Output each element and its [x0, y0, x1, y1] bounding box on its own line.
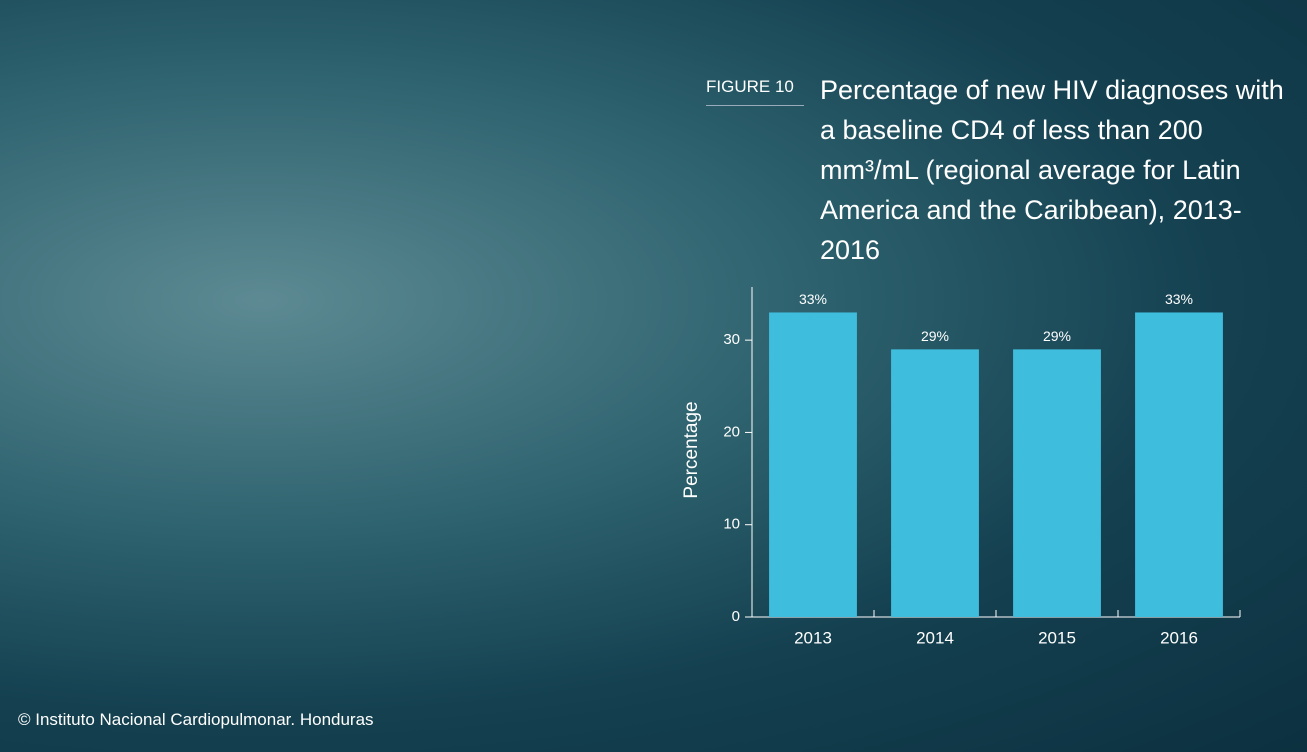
y-tick-label: 0 — [732, 608, 740, 625]
figure-label: FIGURE 10 — [706, 77, 804, 106]
x-tick-label: 2015 — [1038, 628, 1076, 647]
bar — [769, 312, 857, 617]
x-tick-label: 2013 — [794, 628, 832, 647]
value-label: 33% — [799, 291, 827, 307]
x-tick-label: 2014 — [916, 628, 954, 647]
photo-credit: © Instituto Nacional Cardiopulmonar. Hon… — [18, 710, 374, 729]
value-label: 29% — [1043, 328, 1071, 344]
y-tick-label: 10 — [723, 516, 740, 533]
y-axis-label: Percentage — [681, 401, 702, 498]
chart-title: Percentage of new HIV diagnoses with a b… — [820, 75, 1284, 265]
bar — [1013, 349, 1101, 617]
y-tick-label: 20 — [723, 423, 740, 440]
y-tick-label: 30 — [723, 331, 740, 348]
value-label: 33% — [1165, 291, 1193, 307]
value-label: 29% — [921, 328, 949, 344]
x-tick-label: 2016 — [1160, 628, 1198, 647]
bar — [1135, 312, 1223, 617]
bar — [891, 349, 979, 617]
